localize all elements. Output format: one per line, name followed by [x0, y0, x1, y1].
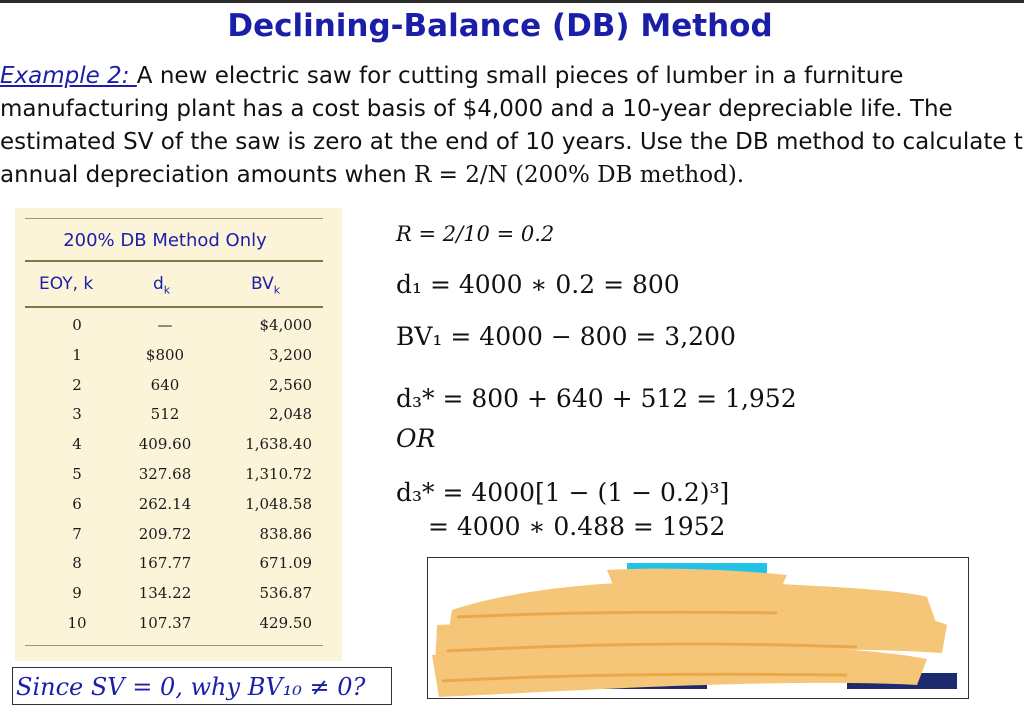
cell-eoy: 2	[72, 375, 82, 394]
table-header-rule	[25, 306, 323, 308]
cell-eoy: 9	[72, 584, 82, 603]
top-border	[0, 0, 1024, 3]
cell-eoy: 8	[72, 554, 82, 573]
d1-equation: d₁ = 4000 ∗ 0.2 = 800	[396, 270, 680, 299]
cell-dk: 409.60	[138, 435, 192, 454]
cell-dk: $800	[145, 345, 185, 364]
table-row: 2 640 2,560	[15, 372, 342, 402]
table-row: 1 $800 3,200	[15, 342, 342, 372]
statement-line-1: Example 2: A new electric saw for cuttin…	[0, 60, 1000, 93]
cell-eoy: 7	[72, 524, 82, 543]
cell-eoy: 3	[72, 405, 82, 424]
cell-bvk: 3,200	[269, 345, 312, 364]
table-row: 3 512 2,048	[15, 401, 342, 431]
cell-dk: 209.72	[138, 524, 192, 543]
statement-line-4: annual depreciation amounts when R = 2/N…	[0, 159, 1000, 192]
table-row: 9 134.22 536.87	[15, 580, 342, 610]
cell-bvk: 1,638.40	[245, 435, 312, 454]
problem-statement: Example 2: A new electric saw for cuttin…	[0, 60, 1024, 192]
question-box: Since SV = 0, why BV₁₀ ≠ 0?	[12, 667, 392, 705]
table-title-rule	[25, 260, 323, 262]
cell-bvk: 2,048	[269, 405, 312, 424]
cell-bvk: 2,560	[269, 375, 312, 394]
cell-bvk: 536.87	[259, 584, 313, 603]
statement-line-2: manufacturing plant has a cost basis of …	[0, 96, 953, 122]
cell-dk: 327.68	[138, 464, 192, 483]
cell-dk: 640	[150, 375, 180, 394]
table-row: 7 209.72 838.86	[15, 521, 342, 551]
cell-bvk: 838.86	[259, 524, 313, 543]
table-row: 5 327.68 1,310.72	[15, 461, 342, 491]
table-row: 0 — $4,000	[15, 312, 342, 342]
cell-dk: 134.22	[138, 584, 192, 603]
page-title: Declining-Balance (DB) Method	[227, 8, 773, 44]
statement-text-4: annual depreciation amounts when	[0, 162, 415, 188]
table-row: 4 409.60 1,638.40	[15, 431, 342, 461]
table-row: 6 262.14 1,048.58	[15, 491, 342, 521]
table-title: 200% DB Method Only	[63, 230, 267, 251]
d3-result-equation: = 4000 ∗ 0.488 = 1952	[428, 512, 726, 541]
cell-bvk: 1,048.58	[245, 494, 312, 513]
header-bvk: BVk	[251, 274, 281, 297]
cell-eoy: 0	[72, 316, 82, 334]
d3-sum-equation: d₃* = 800 + 640 + 512 = 1,952	[396, 384, 797, 413]
cell-eoy: 6	[72, 494, 82, 513]
cell-bvk: 671.09	[259, 554, 313, 573]
cell-eoy: 1	[72, 345, 82, 364]
table-bottom-rule	[25, 645, 323, 646]
cell-bvk: $4,000	[259, 316, 313, 334]
scribble-redaction	[432, 563, 957, 697]
table-top-rule	[25, 218, 323, 219]
cell-eoy: 4	[72, 435, 82, 454]
header-dk: dk	[153, 274, 171, 297]
r-equation: R = 2/10 = 0.2	[396, 222, 555, 246]
or-text: OR	[396, 424, 436, 453]
cell-dk: 167.77	[138, 554, 192, 573]
cell-eoy: 10	[67, 613, 87, 632]
bv1-equation: BV₁ = 4000 − 800 = 3,200	[396, 322, 736, 351]
statement-formula: R = 2/N (200% DB method).	[414, 162, 745, 188]
example-label: Example 2:	[0, 63, 137, 89]
depreciation-table: 200% DB Method Only EOY, k dk BVk 0 — $4,0…	[15, 208, 342, 661]
cell-dk: 107.37	[138, 613, 192, 632]
cell-eoy: 5	[72, 464, 82, 483]
table-row: 8 167.77 671.09	[15, 550, 342, 580]
header-eoy: EOY, k	[39, 274, 94, 294]
statement-line-3: estimated SV of the saw is zero at the e…	[0, 129, 1024, 155]
table-body: 0 — $4,000 1 $800 3,200 2 640 2,560 3 512 2,048 4 409…	[15, 312, 342, 640]
d3-formula-equation: d₃* = 4000[1 − (1 − 0.2)³]	[396, 478, 730, 507]
cell-dk: 262.14	[138, 494, 192, 513]
table-row: 10 107.37 429.50	[15, 610, 342, 640]
cell-bvk: 429.50	[259, 613, 313, 632]
cell-dk: 512	[150, 405, 180, 424]
cell-dk: —	[157, 316, 173, 334]
statement-text-1: A new electric saw for cutting small pie…	[136, 63, 904, 89]
cell-bvk: 1,310.72	[245, 464, 312, 483]
